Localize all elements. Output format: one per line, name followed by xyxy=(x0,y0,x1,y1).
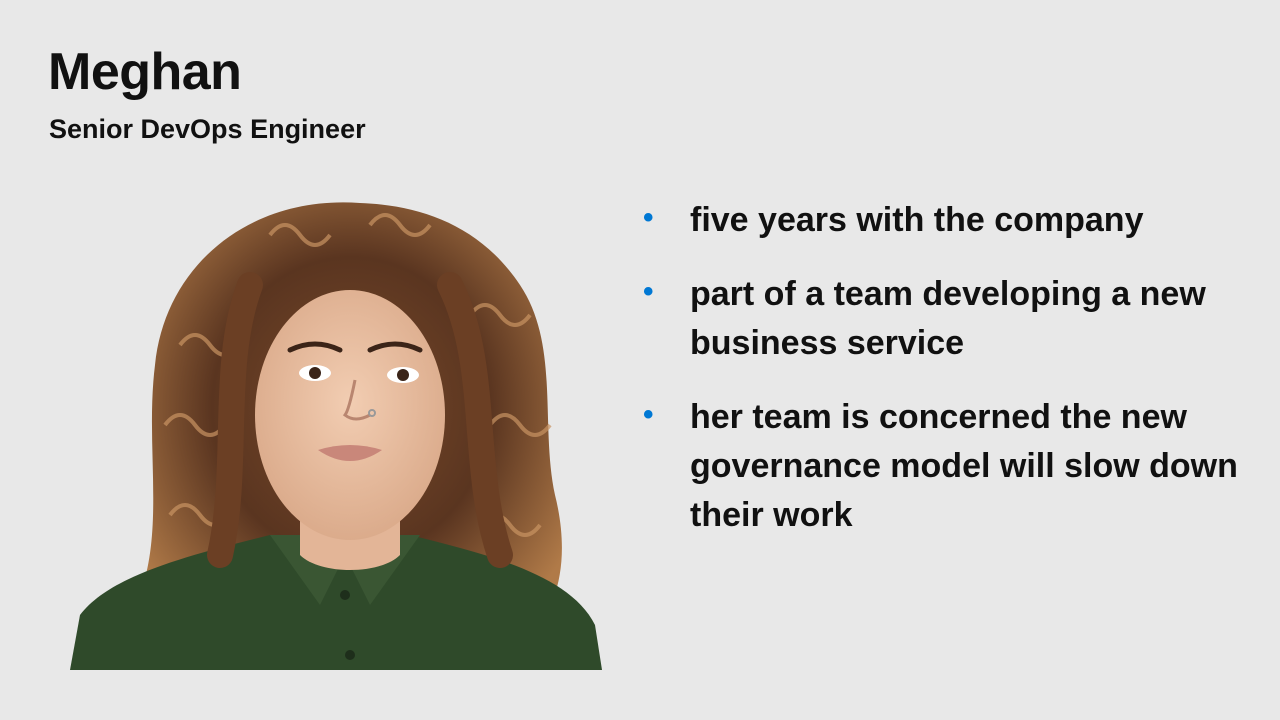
bullet-item: • five years with the company xyxy=(640,196,1240,245)
bullet-dot-icon: • xyxy=(643,201,654,234)
bullet-item: • her team is concerned the new governan… xyxy=(640,393,1240,540)
bullet-text: her team is concerned the new governance… xyxy=(690,398,1238,534)
bullet-text: five years with the company xyxy=(690,201,1144,239)
persona-role: Senior DevOps Engineer xyxy=(49,114,366,144)
persona-name: Meghan xyxy=(48,43,242,101)
bullet-text: part of a team developing a new business… xyxy=(690,275,1206,362)
bullet-dot-icon: • xyxy=(643,398,654,431)
bullet-item: • part of a team developing a new busine… xyxy=(640,270,1240,368)
bullet-dot-icon: • xyxy=(643,275,654,308)
bullet-list: • five years with the company • part of … xyxy=(640,196,1240,565)
persona-photo xyxy=(70,195,602,670)
